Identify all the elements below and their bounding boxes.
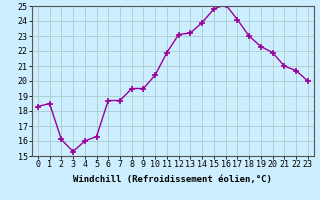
X-axis label: Windchill (Refroidissement éolien,°C): Windchill (Refroidissement éolien,°C) — [73, 175, 272, 184]
